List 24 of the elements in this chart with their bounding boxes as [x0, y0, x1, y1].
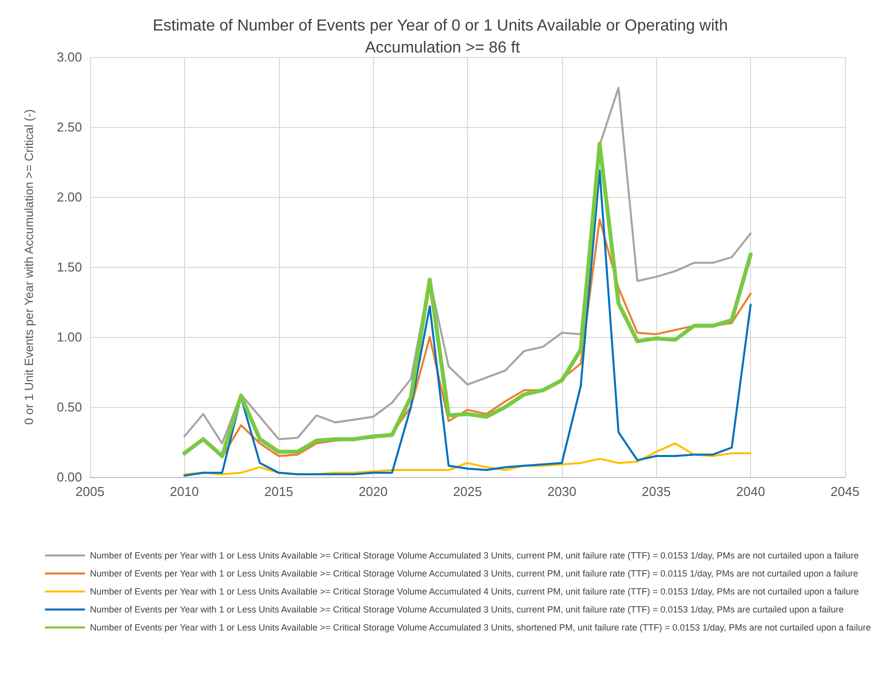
chart-title: Estimate of Number of Events per Year of 0 or 1 Units Available or Operating with Accumulation >= 86 ft [152, 18, 732, 56]
x-tick-label: 2020 [358, 484, 388, 499]
y-tick-label: 3.00 [56, 50, 82, 64]
y-axis-title: 0 or 1 Unit Events per Year with Accumulation >= Critical (-) [22, 109, 36, 425]
x-tick-label: 2040 [736, 484, 766, 499]
legend-label: Number of Events per Year with 1 or Less Units Available >= Critical Storage Volume Accumulated 3 Units, current PM, unit failure rate (TTF) = 0.0153 1/day, PMs are not curtailed upon a failure [90, 550, 859, 560]
x-tick-label: 2010 [170, 484, 199, 499]
y-tick-label: 0.50 [56, 400, 82, 414]
y-tick-label: 2.00 [56, 190, 82, 204]
y-tick-label: 0.00 [56, 470, 82, 484]
y-tick-label: 1.00 [56, 330, 82, 344]
legend-label: Number of Events per Year with 1 or Less Units Available >= Critical Storage Volume Accumulated 3 Units, current PM, unit failure rate (TTF) = 0.0115 1/day, PMs are not curtailed upon a failure [90, 568, 858, 578]
legend-label: Number of Events per Year with 1 or Less Units Available >= Critical Storage Volume Accumulated 3 Units, shortened PM, unit failure rate (TTF) = 0.0153 1/day, PMs are not curtailed upon a failure [90, 622, 871, 632]
x-tick-label: 2035 [642, 484, 671, 499]
y-tick-label: 1.50 [56, 260, 82, 274]
legend-label: Number of Events per Year with 1 or Less Units Available >= Critical Storage Volume Accumulated 4 Units, current PM, unit failure rate (TTF) = 0.0153 1/day, PMs are not curtailed upon a failure [90, 586, 859, 596]
x-tick-label: 2005 [76, 484, 104, 499]
x-tick-label: 2015 [264, 484, 294, 499]
legend-label: Number of Events per Year with 1 or Less Units Available >= Critical Storage Volume Accumulated 3 Units, current PM, unit failure rate (TTF) = 0.0153 1/day, PMs are curtailed upon a failure [90, 604, 844, 614]
line-series [183, 442, 752, 476]
x-tick-label: 2045 [830, 484, 860, 499]
y-tick-label: 2.50 [56, 120, 82, 134]
x-tick-label: 2030 [547, 484, 576, 499]
x-tick-label: 2025 [453, 484, 482, 499]
